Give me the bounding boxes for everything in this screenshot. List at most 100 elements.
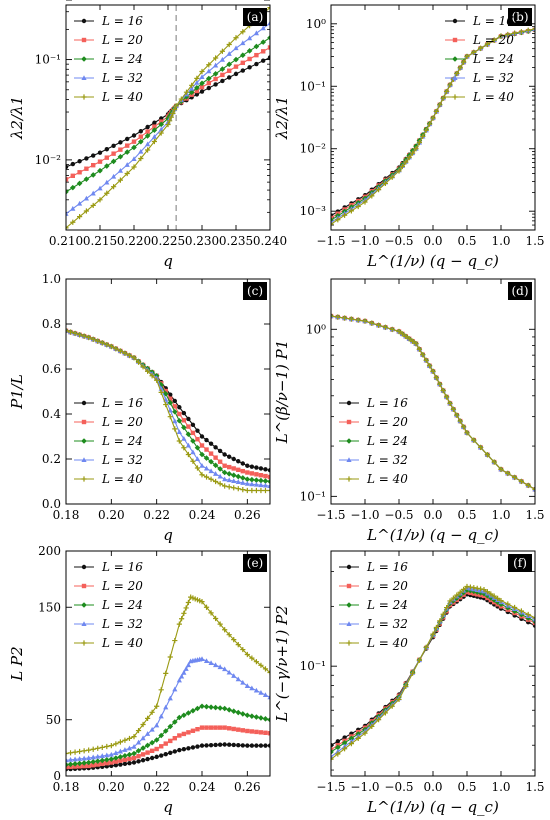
data-point: [249, 685, 255, 691]
data-point: [172, 637, 178, 644]
x-tick-label: 0.18: [53, 780, 80, 794]
data-point: [84, 166, 89, 171]
data-point: [81, 748, 87, 754]
data-point: [203, 455, 210, 461]
x-tick-label: 0.220: [117, 234, 151, 248]
data-point: [227, 68, 232, 73]
data-point: [181, 445, 187, 451]
legend-entry: L = 20: [74, 579, 143, 593]
series-line: [331, 315, 535, 490]
data-point: [95, 762, 100, 767]
data-point: [335, 217, 341, 223]
data-point: [66, 177, 69, 182]
data-point: [231, 673, 237, 678]
series-l20: [66, 45, 270, 182]
series-l20: [331, 313, 535, 492]
x-tick-label: −1.5: [316, 780, 345, 794]
data-point: [158, 732, 164, 739]
data-point: [416, 139, 422, 146]
y-tick-label: 10⁻²: [300, 142, 327, 156]
panel-tag: (e): [247, 556, 263, 570]
data-point: [246, 48, 253, 54]
data-point: [124, 170, 130, 177]
data-point: [335, 744, 341, 751]
data-point: [195, 437, 200, 442]
data-point: [81, 419, 87, 425]
data-point: [99, 753, 105, 758]
legend-label: L = 40: [101, 472, 143, 486]
data-point: [331, 215, 334, 221]
data-point: [240, 480, 246, 485]
data-point: [416, 346, 422, 352]
data-point: [77, 764, 82, 769]
data-point: [177, 733, 182, 738]
x-tick-label: 0.22: [143, 780, 170, 794]
data-point: [83, 208, 89, 214]
data-point: [154, 754, 159, 760]
data-point: [151, 138, 157, 145]
data-point: [171, 107, 178, 113]
data-point: [217, 473, 223, 479]
legend-label: L = 24: [472, 52, 514, 66]
legend-entry: L = 20: [74, 33, 143, 47]
data-point: [427, 363, 433, 369]
data-point: [176, 714, 183, 721]
data-point: [95, 753, 101, 759]
y-tick-label: 50: [46, 713, 61, 727]
legend-entry: L = 16: [339, 396, 408, 410]
series-line: [331, 315, 535, 490]
data-point: [253, 714, 260, 720]
x-tick-label: 0.24: [189, 508, 216, 522]
data-point: [99, 744, 105, 751]
panel-tag: (a): [247, 10, 264, 24]
data-point: [452, 75, 458, 80]
data-point: [212, 71, 219, 77]
data-point: [181, 747, 187, 752]
data-point: [444, 394, 450, 400]
data-point: [235, 473, 242, 480]
data-point: [173, 103, 179, 109]
data-point: [190, 422, 196, 427]
data-point: [90, 746, 96, 752]
data-point: [199, 85, 205, 90]
legend-entry: L = 20: [339, 579, 408, 593]
data-point: [163, 751, 168, 757]
x-tick-label: 0.5: [457, 780, 476, 794]
data-point: [158, 389, 164, 395]
x-tick-label: 1.0: [491, 234, 510, 248]
data-point: [478, 45, 484, 51]
data-point: [199, 703, 205, 710]
data-point: [122, 757, 128, 762]
data-point: [267, 483, 270, 488]
data-point: [254, 52, 259, 58]
data-point: [113, 763, 119, 768]
data-point: [226, 471, 232, 477]
data-point: [66, 761, 69, 768]
x-tick-label: 0.26: [234, 780, 261, 794]
data-point: [104, 342, 110, 348]
data-point: [437, 381, 443, 387]
data-point: [195, 744, 200, 749]
legend-label: L = 32: [101, 617, 143, 631]
data-point: [131, 755, 137, 761]
data-point: [113, 755, 119, 761]
data-point: [158, 687, 164, 693]
data-point: [249, 713, 255, 719]
data-point: [267, 716, 270, 723]
data-point: [186, 416, 191, 422]
series-l24: [331, 313, 535, 493]
data-point: [149, 709, 155, 715]
data-point: [77, 332, 83, 338]
data-point: [258, 477, 264, 484]
data-point: [158, 121, 164, 128]
data-point: [81, 75, 87, 80]
data-point: [67, 750, 74, 756]
data-point: [423, 644, 429, 650]
data-point: [208, 704, 214, 710]
legend-entry: L = 40: [339, 636, 408, 650]
data-point: [423, 357, 429, 363]
x-tick-label: −0.5: [384, 508, 413, 522]
data-point: [348, 741, 354, 747]
data-point: [194, 92, 200, 97]
data-point: [440, 95, 446, 101]
